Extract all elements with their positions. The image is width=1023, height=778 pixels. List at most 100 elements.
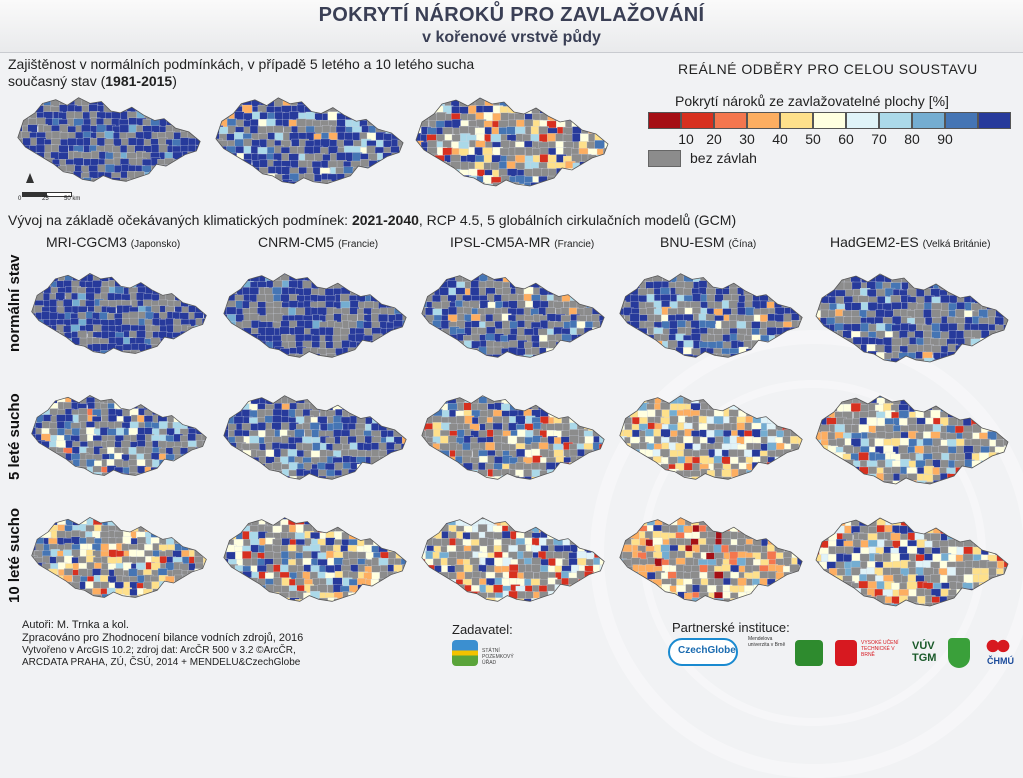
district (464, 470, 474, 479)
district (631, 274, 641, 283)
district (195, 403, 204, 411)
district (701, 268, 711, 276)
district (829, 268, 839, 277)
district (436, 184, 446, 192)
district (573, 169, 583, 178)
district (791, 417, 801, 426)
district (580, 113, 590, 122)
district (220, 409, 229, 418)
district (851, 390, 861, 398)
district (579, 177, 589, 186)
district (775, 457, 785, 466)
district-map (412, 92, 612, 192)
district (364, 360, 374, 363)
district (987, 345, 997, 354)
district (563, 189, 573, 192)
district (820, 487, 830, 490)
district (251, 342, 261, 351)
district (493, 183, 503, 192)
district (963, 281, 973, 290)
district (395, 391, 405, 400)
future-heading: Vývoj na základě očekávaných klimatickýc… (8, 212, 736, 228)
district (37, 92, 47, 100)
district (428, 182, 438, 191)
district (311, 354, 321, 363)
district (594, 341, 604, 350)
district (180, 138, 190, 147)
district (167, 351, 176, 359)
district (433, 463, 443, 472)
district (43, 460, 52, 468)
district (812, 351, 822, 360)
district (371, 390, 381, 398)
district (547, 92, 557, 100)
district (494, 482, 504, 485)
district (427, 274, 437, 283)
district (361, 167, 371, 176)
district (516, 275, 526, 284)
district (995, 405, 1005, 414)
district (364, 335, 374, 344)
district (859, 475, 869, 484)
district (1005, 391, 1012, 400)
district (212, 146, 221, 155)
district (600, 423, 608, 432)
district (434, 391, 444, 400)
district (884, 365, 894, 368)
district (845, 467, 855, 476)
district (328, 188, 338, 190)
district (376, 168, 386, 177)
district (229, 451, 239, 460)
district (288, 268, 298, 277)
district (708, 397, 718, 406)
district (149, 172, 159, 181)
district (336, 188, 346, 189)
district (617, 347, 627, 356)
district (228, 341, 238, 350)
district (412, 161, 421, 170)
district (307, 182, 317, 190)
district (160, 338, 169, 346)
district (448, 340, 458, 349)
district (221, 269, 231, 278)
district (798, 348, 806, 357)
district (714, 483, 724, 485)
district (295, 327, 305, 336)
district (767, 396, 777, 405)
district-map (812, 390, 1012, 490)
district (593, 403, 603, 412)
district (434, 477, 444, 485)
district (166, 275, 175, 283)
district (631, 269, 641, 278)
district (42, 479, 51, 481)
district (989, 338, 999, 347)
district (392, 112, 402, 121)
district (197, 171, 204, 180)
district (996, 268, 1006, 277)
district (59, 93, 68, 102)
district (189, 92, 199, 100)
district (924, 268, 934, 277)
district (182, 467, 191, 475)
district (600, 449, 608, 458)
district (737, 476, 747, 485)
district (1003, 467, 1012, 476)
district (776, 463, 786, 472)
district (188, 345, 197, 353)
district (412, 177, 421, 186)
district (600, 289, 608, 298)
district (782, 482, 792, 485)
district (357, 361, 367, 363)
district (646, 462, 656, 471)
district (42, 268, 51, 276)
district (775, 335, 785, 344)
district (181, 345, 190, 353)
district (94, 358, 103, 359)
district (729, 300, 739, 309)
district (228, 166, 238, 175)
district (752, 362, 762, 363)
district (776, 288, 786, 297)
district (242, 476, 252, 485)
district (556, 342, 566, 351)
district (971, 411, 981, 420)
